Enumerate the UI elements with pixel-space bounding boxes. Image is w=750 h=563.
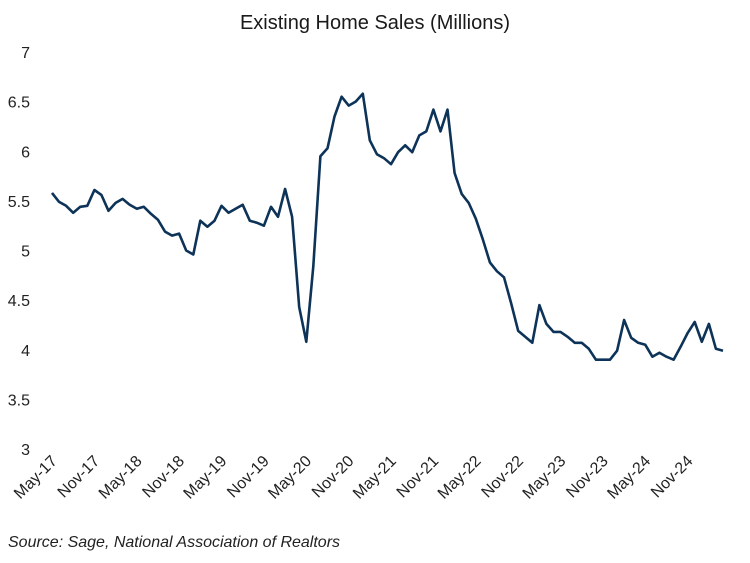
x-tick-label: Nov-24 (648, 453, 697, 502)
x-tick-label: May-19 (181, 453, 231, 503)
y-tick-label: 6.5 (8, 95, 30, 112)
x-tick-label: Nov-19 (224, 453, 273, 502)
y-tick-label: 4.5 (8, 293, 30, 310)
x-tick-label: May-21 (350, 453, 400, 503)
y-tick-label: 3.5 (8, 392, 30, 409)
y-tick-label: 6 (21, 144, 30, 161)
x-tick-label: May-20 (265, 453, 315, 503)
x-tick-label: May-17 (11, 453, 61, 503)
x-tick-label: May-23 (520, 453, 570, 503)
series-points (51, 93, 724, 360)
y-tick-label: 4 (21, 343, 30, 360)
x-tick-label: May-22 (435, 453, 485, 503)
x-tick-label: Nov-18 (139, 453, 188, 502)
source-note: Source: Sage, National Association of Re… (8, 534, 340, 551)
y-tick-label: 5 (21, 244, 30, 261)
x-axis: May-17Nov-17May-18Nov-18May-19Nov-19May-… (11, 453, 697, 503)
x-tick-label: Nov-23 (563, 453, 612, 502)
series-line (50, 92, 724, 362)
x-tick-label: Nov-22 (479, 453, 528, 502)
y-tick-label: 7 (21, 45, 30, 62)
x-tick-label: Nov-17 (55, 453, 104, 502)
y-tick-label: 3 (21, 442, 30, 459)
x-tick-label: May-18 (96, 453, 146, 503)
x-tick-label: Nov-20 (309, 453, 358, 502)
y-axis: 3 3.5 4 4.5 5 5.5 6 6.5 7 (8, 45, 30, 459)
y-tick-label: 5.5 (8, 194, 30, 211)
x-tick-label: May-24 (604, 453, 654, 503)
x-tick-label: Nov-21 (394, 453, 443, 502)
chart-title: Existing Home Sales (Millions) (240, 12, 510, 34)
